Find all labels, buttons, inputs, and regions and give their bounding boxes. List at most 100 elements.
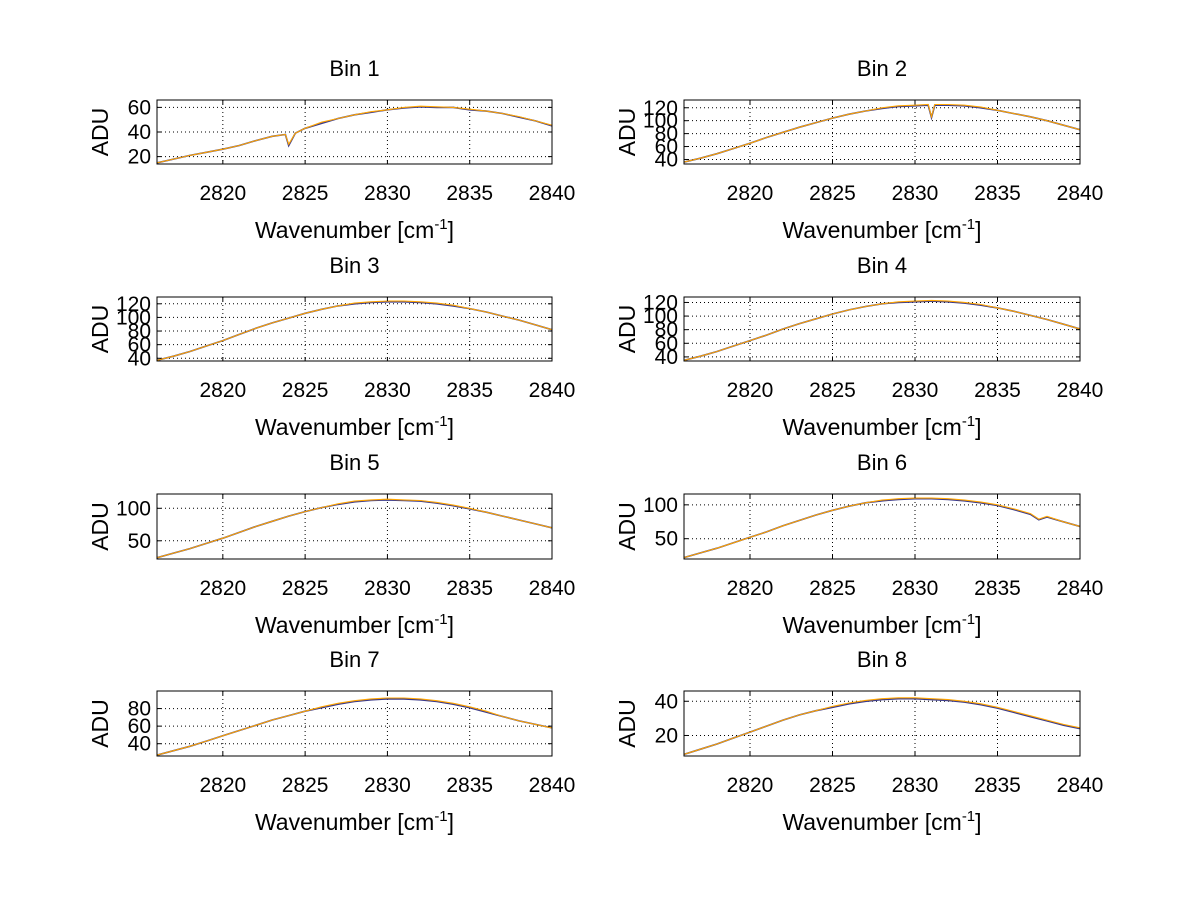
series-line-1 <box>684 300 1080 361</box>
subplot-title: Bin 2 <box>857 56 907 81</box>
x-tick-label: 2825 <box>809 182 856 205</box>
y-tick-label: 120 <box>643 291 678 314</box>
y-axis-label: ADU <box>614 108 640 157</box>
x-axis-label: Wavenumber [cm-1] <box>782 413 981 440</box>
y-tick-label: 40 <box>655 346 678 369</box>
x-axis-label: Wavenumber [cm-1] <box>255 611 454 638</box>
series-line-2 <box>684 103 1080 163</box>
series-line-1 <box>684 697 1080 756</box>
y-tick-label: 50 <box>128 530 151 553</box>
x-tick-label: 2825 <box>809 379 856 402</box>
x-tick-label: 2830 <box>364 182 411 205</box>
subplot-title: Bin 3 <box>329 253 379 278</box>
x-tick-label: 2835 <box>974 774 1021 797</box>
y-tick-label: 60 <box>128 715 151 738</box>
x-tick-label: 2830 <box>892 182 939 205</box>
series-line-2 <box>684 299 1080 361</box>
y-axis-label: ADU <box>614 305 640 354</box>
x-tick-label: 2830 <box>364 379 411 402</box>
subplot-bin-8: 2820 2825 2830 2835 2840 20 40 Bin 8 Wavenumber … <box>614 647 1103 835</box>
subplot-title: Bin 8 <box>857 647 907 672</box>
y-tick-label: 80 <box>128 320 151 343</box>
x-tick-label: 2820 <box>199 577 246 600</box>
y-tick-label: 50 <box>655 528 678 551</box>
x-tick-label: 2820 <box>727 774 774 797</box>
y-tick-label: 40 <box>655 148 678 171</box>
x-axis-label: Wavenumber [cm-1] <box>255 808 454 835</box>
y-tick-label: 80 <box>128 698 151 721</box>
axes-frame <box>683 493 1081 560</box>
x-tick-label: 2840 <box>529 379 576 402</box>
x-tick-label: 2835 <box>446 182 493 205</box>
y-tick-label: 40 <box>128 121 151 144</box>
y-tick-label: 100 <box>643 110 678 133</box>
x-tick-label: 2825 <box>809 577 856 600</box>
x-tick-label: 2840 <box>529 577 576 600</box>
y-tick-label: 60 <box>128 334 151 357</box>
series-line-2 <box>157 697 552 756</box>
subplot-title: Bin 5 <box>329 450 379 475</box>
axes-frame <box>156 690 553 757</box>
x-tick-label: 2840 <box>1057 379 1104 402</box>
x-tick-label: 2820 <box>199 379 246 402</box>
y-axis-label: ADU <box>614 699 640 748</box>
y-tick-label: 100 <box>116 497 151 520</box>
y-tick-label: 100 <box>116 306 151 329</box>
subplot-bin-5: 2820 2825 2830 2835 2840 50 100 Bin 5 Wavenumber… <box>87 450 575 638</box>
x-tick-label: 2825 <box>282 379 329 402</box>
series-line-1 <box>157 698 552 756</box>
x-tick-label: 2820 <box>199 774 246 797</box>
x-tick-label: 2830 <box>364 774 411 797</box>
y-tick-label: 80 <box>655 123 678 146</box>
subplot-title: Bin 4 <box>857 253 907 278</box>
y-tick-label: 40 <box>128 347 151 370</box>
subplot-title: Bin 6 <box>857 450 907 475</box>
axes-frame <box>156 296 553 362</box>
x-tick-label: 2840 <box>1057 577 1104 600</box>
series-line-2 <box>157 498 552 559</box>
x-tick-label: 2840 <box>1057 774 1104 797</box>
y-axis-label: ADU <box>87 502 113 551</box>
series-line-1 <box>157 499 552 559</box>
x-tick-label: 2820 <box>727 577 774 600</box>
y-tick-label: 40 <box>655 690 678 713</box>
subplot-title: Bin 7 <box>329 647 379 672</box>
x-tick-label: 2835 <box>446 577 493 600</box>
x-tick-label: 2830 <box>892 774 939 797</box>
x-axis-label: Wavenumber [cm-1] <box>782 611 981 638</box>
x-tick-label: 2830 <box>892 577 939 600</box>
subplot-bin-6: 2820 2825 2830 2835 2840 50 100 Bin 6 Wavenumber… <box>614 450 1103 638</box>
y-tick-label: 60 <box>128 96 151 119</box>
y-tick-label: 20 <box>655 724 678 747</box>
x-tick-label: 2820 <box>727 182 774 205</box>
x-tick-label: 2820 <box>199 182 246 205</box>
y-tick-label: 120 <box>643 97 678 120</box>
x-tick-label: 2825 <box>282 182 329 205</box>
x-tick-label: 2830 <box>892 379 939 402</box>
series-line-2 <box>684 697 1080 755</box>
axes-frame <box>683 690 1081 757</box>
x-axis-label: Wavenumber [cm-1] <box>782 808 981 835</box>
subplot-title: Bin 1 <box>329 56 379 81</box>
x-tick-label: 2835 <box>974 182 1021 205</box>
y-tick-label: 120 <box>116 293 151 316</box>
y-tick-label: 60 <box>655 136 678 159</box>
x-tick-label: 2840 <box>1057 182 1104 205</box>
x-tick-label: 2835 <box>446 379 493 402</box>
series-line-2 <box>684 497 1080 559</box>
x-tick-label: 2840 <box>529 774 576 797</box>
x-tick-label: 2820 <box>727 379 774 402</box>
y-tick-label: 100 <box>643 305 678 328</box>
x-tick-label: 2835 <box>974 577 1021 600</box>
series-line-1 <box>684 497 1080 559</box>
x-tick-label: 2835 <box>974 379 1021 402</box>
axes-frame <box>683 296 1081 362</box>
axes-frame <box>156 99 553 165</box>
y-tick-label: 20 <box>128 146 151 169</box>
y-axis-label: ADU <box>87 699 113 748</box>
y-axis-label: ADU <box>87 108 113 157</box>
